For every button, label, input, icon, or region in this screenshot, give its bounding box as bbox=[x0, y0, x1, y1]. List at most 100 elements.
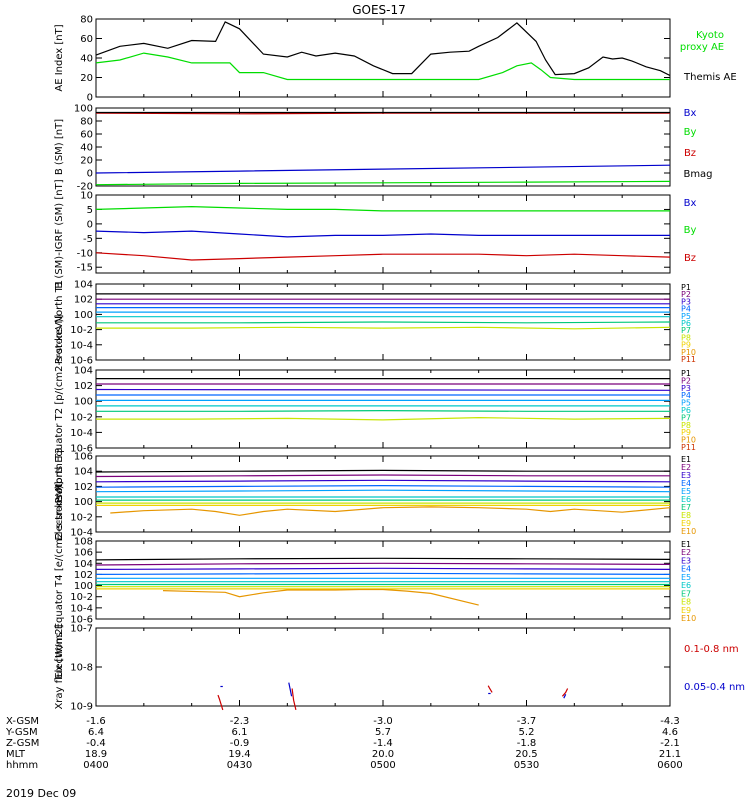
orbit-row-label: Z-GSM bbox=[6, 738, 39, 749]
y-tick-label: 104 bbox=[74, 366, 93, 377]
legend-P8: P8 bbox=[681, 333, 691, 342]
orbit-row-label: X-GSM bbox=[6, 716, 39, 727]
series-line-Bz bbox=[95, 252, 671, 261]
legend-xray-short: 0.05-0.4 nm bbox=[684, 682, 745, 693]
series-line-P7 bbox=[96, 321, 671, 324]
series-line-P7 bbox=[96, 409, 670, 412]
panel-5: 10-6 10-4 10-2 100 102 104 Protons Equator T2 … bbox=[54, 314, 671, 503]
panel-8: 10-9 10-8 10-7 Xray flux [W/m2] bbox=[54, 624, 671, 713]
orbit-value: -1.8 bbox=[517, 738, 537, 749]
legend-E8: E8 bbox=[681, 598, 691, 607]
y-tick-label: 100 bbox=[74, 310, 93, 321]
y-tick-label: 106 bbox=[74, 548, 93, 559]
orbit-value: -0.9 bbox=[230, 738, 250, 749]
orbit-value: -3.0 bbox=[373, 716, 393, 727]
panel-frame bbox=[95, 540, 671, 620]
y-tick-label: -10 bbox=[77, 248, 93, 259]
legend-E5: E5 bbox=[681, 487, 691, 496]
y-tick-label: 40 bbox=[80, 143, 93, 154]
orbit-value: 5.7 bbox=[375, 727, 391, 738]
y-tick-label: -20 bbox=[77, 182, 93, 193]
legend-E6: E6 bbox=[681, 495, 691, 504]
legend-By: By bbox=[684, 127, 697, 138]
series-line-P8 bbox=[96, 416, 671, 421]
legend-P5: P5 bbox=[681, 399, 691, 408]
series-line-E4 bbox=[95, 572, 671, 576]
orbit-row-label: MLT bbox=[6, 749, 26, 760]
panel-6: 10-4 10-2 100 102 104 106 Electrons North T3 bbox=[54, 447, 671, 541]
series-line-0.1-0.8 nm bbox=[217, 694, 224, 711]
panel-frame bbox=[95, 627, 671, 707]
y-tick-label: 102 bbox=[74, 381, 93, 392]
legend-P6: P6 bbox=[681, 319, 691, 328]
series-line-0.05-0.4 nm bbox=[288, 682, 293, 697]
series-line-E5 bbox=[95, 489, 671, 493]
legend-E4: E4 bbox=[681, 565, 691, 574]
series-line-E3 bbox=[95, 567, 671, 571]
orbit-value: 20.0 bbox=[372, 749, 394, 760]
y-tick-label: 80 bbox=[80, 15, 93, 26]
legend-kyoto-proxy-ae: proxy AE bbox=[680, 42, 724, 53]
legend-E6: E6 bbox=[681, 581, 691, 590]
legend-E9: E9 bbox=[681, 606, 691, 615]
y-tick-label: 10-4 bbox=[70, 528, 93, 539]
orbit-value: 0600 bbox=[657, 760, 682, 771]
legend-E5: E5 bbox=[681, 573, 691, 582]
legend-E3: E3 bbox=[681, 471, 691, 480]
y-tick-label: 104 bbox=[74, 467, 93, 478]
orbit-value: 6.4 bbox=[88, 727, 104, 738]
series-line-E2 bbox=[95, 562, 671, 566]
legend-P9: P9 bbox=[681, 341, 691, 350]
legend-Bx: Bx bbox=[684, 108, 697, 119]
legend-E9: E9 bbox=[681, 519, 691, 528]
legend-P4: P4 bbox=[681, 305, 691, 314]
series-line-P3 bbox=[95, 388, 671, 391]
orbit-value: -0.4 bbox=[86, 738, 106, 749]
y-tick-label: 104 bbox=[74, 280, 93, 291]
legend-P8: P8 bbox=[681, 421, 691, 430]
legend-E4: E4 bbox=[681, 479, 691, 488]
orbit-value: 21.1 bbox=[659, 749, 681, 760]
series-line-P8 bbox=[96, 326, 671, 330]
y-tick-label: 108 bbox=[74, 537, 93, 548]
legend-themis-ae: Themis AE bbox=[683, 72, 737, 83]
panel-1: 0 20 40 60 80 AE Index [nT] bbox=[54, 15, 671, 104]
panel-frame bbox=[95, 455, 671, 533]
legend-P6: P6 bbox=[681, 406, 691, 415]
series-line-0.1-0.8 nm bbox=[561, 688, 569, 697]
y-tick-label: 10-9 bbox=[70, 702, 93, 713]
legend-Bmag: Bmag bbox=[683, 169, 712, 180]
legend-E1: E1 bbox=[681, 540, 691, 549]
y-tick-label: 20 bbox=[80, 156, 93, 167]
y-axis-label: B (SM) [nT] bbox=[54, 119, 65, 175]
orbit-value: 0500 bbox=[370, 760, 395, 771]
y-tick-label: 0 bbox=[87, 169, 93, 180]
legend-P2: P2 bbox=[681, 376, 691, 385]
y-tick-label: 104 bbox=[74, 559, 93, 570]
series-line-0.1-0.8 nm bbox=[291, 688, 297, 711]
panel-frame bbox=[95, 107, 671, 187]
orbit-table: X-GSM -1.6 -2.3 -3.0 -3.7 -4.3 Y-GSM 6.4 6.1 5.7 5… bbox=[5, 716, 683, 771]
y-tick-label: 102 bbox=[74, 570, 93, 581]
legend-P1: P1 bbox=[681, 369, 691, 378]
series-line-E2 bbox=[95, 474, 670, 478]
legend-Bz: Bz bbox=[684, 148, 696, 159]
y-axis-label: AE Index [nT] bbox=[54, 24, 65, 91]
orbit-value: 0400 bbox=[83, 760, 108, 771]
orbit-value: 5.2 bbox=[519, 727, 535, 738]
legend-P9: P9 bbox=[681, 428, 691, 437]
orbit-value: -4.3 bbox=[660, 716, 680, 727]
series-line-E10 bbox=[162, 588, 479, 606]
y-tick-label: 10-2 bbox=[70, 512, 93, 523]
orbit-value: 19.4 bbox=[228, 749, 250, 760]
y-tick-label: 10-4 bbox=[70, 340, 93, 351]
y-tick-label: 10 bbox=[80, 191, 93, 202]
orbit-value: 18.9 bbox=[85, 749, 107, 760]
legend-E10: E10 bbox=[681, 527, 696, 536]
series-line-0.05-0.4 nm bbox=[563, 694, 567, 699]
legend-Bz: Bz bbox=[684, 253, 696, 264]
legend-xray-long: 0.1-0.8 nm bbox=[684, 644, 739, 655]
legend-E7: E7 bbox=[681, 589, 691, 598]
